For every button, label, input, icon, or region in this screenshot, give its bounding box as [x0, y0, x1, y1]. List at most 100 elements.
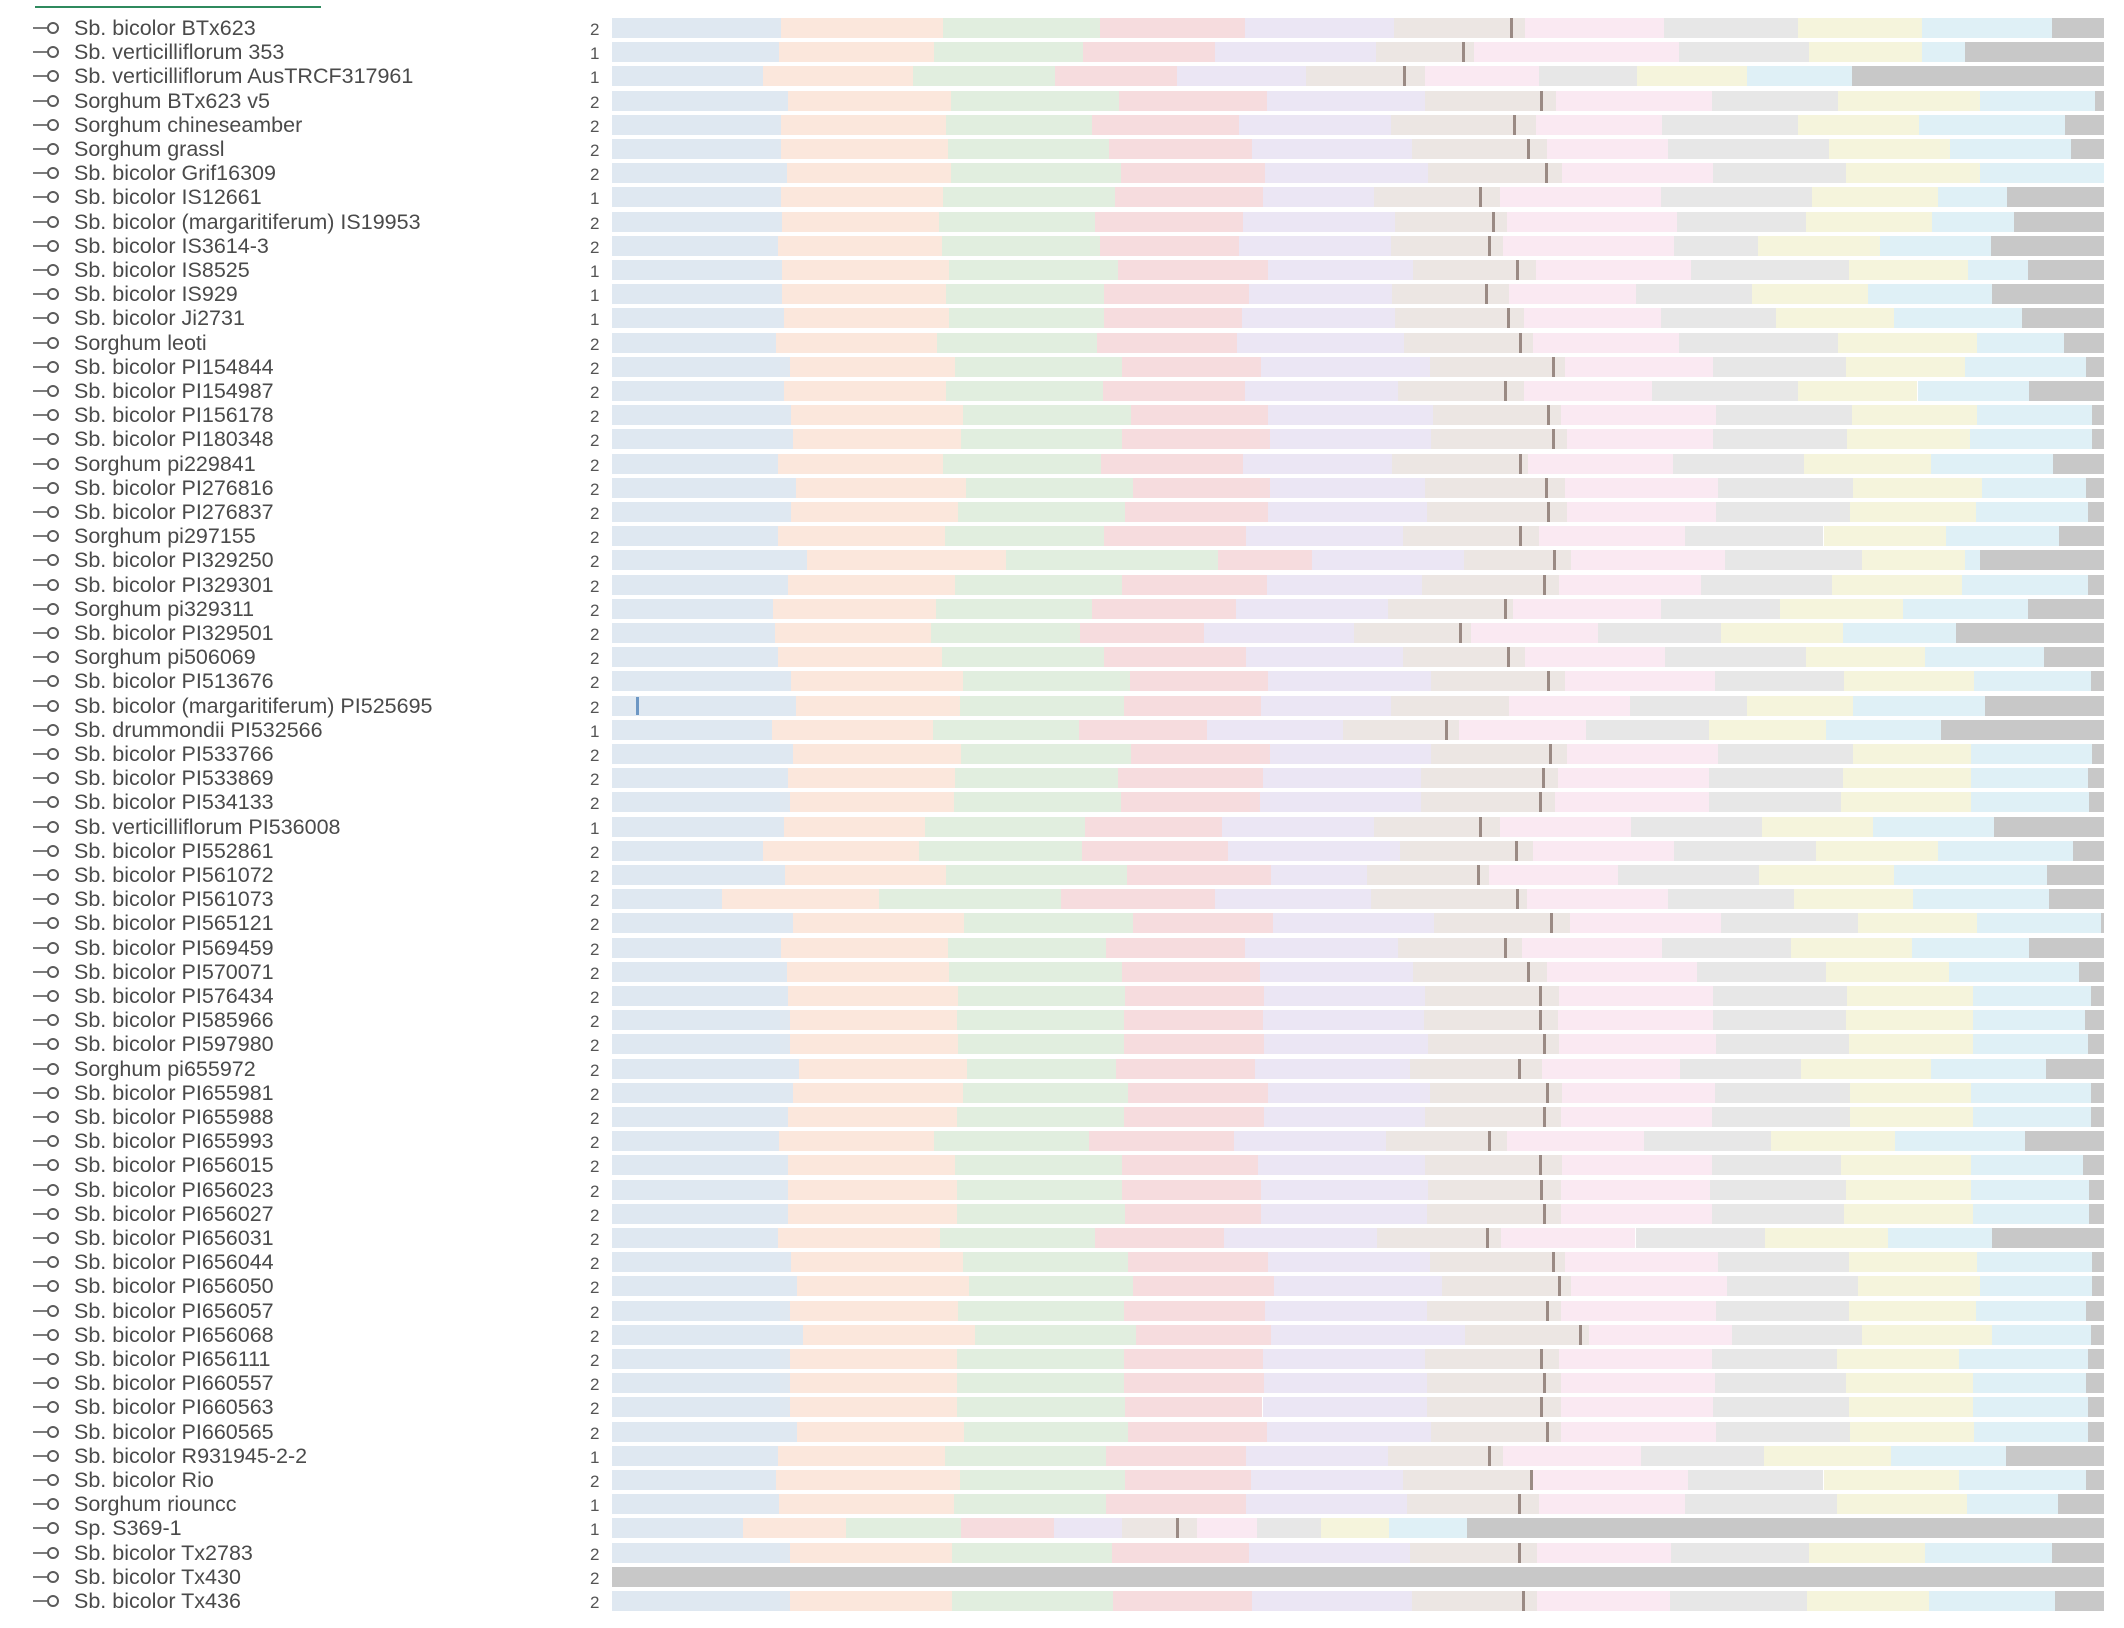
chromosome-segment[interactable] [1975, 502, 2088, 522]
chromosome-segment[interactable] [1845, 163, 1981, 184]
chromosome-segment[interactable] [1120, 163, 1266, 184]
accession-name[interactable]: Sb. bicolor PI565121 [74, 911, 274, 936]
accession-name[interactable]: Sorghum pi297155 [74, 524, 256, 549]
chromosome-segment[interactable] [2078, 961, 2104, 982]
chromosome-track[interactable] [612, 695, 2104, 716]
circle-node-icon[interactable] [47, 1401, 59, 1414]
circle-node-icon[interactable] [47, 1159, 59, 1172]
chromosome-segment[interactable] [612, 453, 778, 474]
chromosome-segment[interactable] [1402, 526, 1539, 547]
chromosome-segment[interactable] [777, 647, 942, 668]
chromosome-segment[interactable] [797, 1276, 969, 1297]
chromosome-segment[interactable] [1990, 235, 2104, 256]
chromosome-segment[interactable] [1798, 381, 1918, 401]
chromosome-segment[interactable] [1129, 671, 1269, 692]
circle-node-icon[interactable] [47, 1474, 59, 1486]
circle-node-icon[interactable] [47, 1135, 59, 1148]
chromosome-segment[interactable] [1255, 1058, 1411, 1079]
chromosome-track[interactable] [612, 550, 2104, 571]
chromosome-segment[interactable] [1851, 66, 2104, 87]
chromosome-segment[interactable] [935, 598, 1093, 619]
chromosome-segment[interactable] [1559, 986, 1714, 1006]
chromosome-segment[interactable] [1853, 744, 1972, 764]
chromosome-segment[interactable] [1123, 1349, 1263, 1369]
chromosome-segment[interactable] [612, 1324, 803, 1345]
chromosome-track[interactable] [612, 1373, 2104, 1394]
circle-node-icon[interactable] [47, 893, 59, 906]
chromosome-segment[interactable] [1426, 502, 1567, 522]
chromosome-segment[interactable] [1122, 574, 1267, 595]
chromosome-segment[interactable] [612, 792, 790, 813]
chromosome-segment[interactable] [1836, 1494, 1967, 1515]
chromosome-segment[interactable] [1811, 187, 1939, 208]
chromosome-segment[interactable] [612, 623, 775, 643]
chromosome-segment[interactable] [1560, 1107, 1712, 1127]
chromosome-segment[interactable] [2095, 90, 2104, 111]
circle-node-icon[interactable] [47, 796, 59, 809]
chromosome-segment[interactable] [792, 1082, 963, 1103]
chromosome-segment[interactable] [1264, 1107, 1426, 1127]
chromosome-track[interactable] [612, 865, 2104, 885]
chromosome-segment[interactable] [2086, 1373, 2104, 1394]
chromosome-segment[interactable] [1268, 502, 1427, 522]
chromosome-segment[interactable] [1845, 1010, 1973, 1031]
chromosome-segment[interactable] [2057, 1494, 2104, 1515]
circle-node-icon[interactable] [47, 264, 59, 276]
chromosome-segment[interactable] [1104, 647, 1247, 668]
chromosome-track[interactable] [612, 187, 2104, 208]
chromosome-segment[interactable] [2065, 114, 2104, 135]
accession-row[interactable]: Sb. bicolor PI565121 2 [0, 911, 2124, 935]
chromosome-segment[interactable] [1104, 308, 1242, 329]
circle-node-icon[interactable] [47, 699, 59, 712]
chromosome-segment[interactable] [1428, 1034, 1560, 1055]
chromosome-segment[interactable] [612, 598, 774, 619]
accession-name[interactable]: Sb. bicolor PI534133 [74, 790, 274, 815]
chromosome-track[interactable] [612, 937, 2104, 958]
chromosome-segment[interactable] [1801, 1058, 1931, 1079]
chromosome-segment[interactable] [1757, 235, 1881, 256]
accession-row[interactable]: Sb. bicolor PI655988 2 [0, 1105, 2124, 1129]
circle-node-icon[interactable] [47, 1546, 59, 1559]
chromosome-segment[interactable] [789, 1010, 957, 1031]
chromosome-segment[interactable] [1711, 90, 1839, 111]
chromosome-segment[interactable] [1992, 1324, 2091, 1345]
chromosome-segment[interactable] [783, 308, 950, 329]
chromosome-segment[interactable] [776, 1470, 960, 1490]
chromosome-segment[interactable] [1095, 1228, 1224, 1248]
chromosome-segment[interactable] [1993, 816, 2104, 837]
circle-node-icon[interactable] [47, 1183, 59, 1196]
circle-node-icon[interactable] [47, 481, 59, 494]
chromosome-segment[interactable] [1207, 719, 1344, 740]
chromosome-segment[interactable] [1128, 1421, 1267, 1442]
chromosome-segment[interactable] [1850, 1107, 1973, 1127]
circle-node-icon[interactable] [47, 1570, 59, 1583]
chromosome-segment[interactable] [943, 453, 1102, 474]
chromosome-segment[interactable] [1975, 1300, 2087, 1321]
chromosome-segment[interactable] [1268, 260, 1414, 280]
chromosome-segment[interactable] [944, 526, 1105, 547]
accession-row[interactable]: Sb. bicolor PI569459 2 [0, 936, 2124, 960]
chromosome-segment[interactable] [786, 163, 951, 184]
chromosome-segment[interactable] [1717, 744, 1854, 764]
chromosome-segment[interactable] [1751, 284, 1869, 305]
chromosome-segment[interactable] [788, 90, 951, 111]
chromosome-segment[interactable] [1235, 598, 1388, 619]
chromosome-segment[interactable] [1366, 865, 1490, 885]
chromosome-segment[interactable] [1237, 332, 1405, 353]
chromosome-segment[interactable] [1101, 453, 1244, 474]
circle-node-icon[interactable] [47, 336, 59, 349]
chromosome-segment[interactable] [1992, 284, 2104, 305]
chromosome-segment[interactable] [2087, 1349, 2104, 1369]
chromosome-segment[interactable] [946, 114, 1093, 135]
chromosome-segment[interactable] [1902, 598, 2028, 619]
chromosome-segment[interactable] [1971, 1155, 2084, 1176]
chromosome-segment[interactable] [1850, 1082, 1972, 1103]
chromosome-segment[interactable] [612, 18, 781, 38]
chromosome-segment[interactable] [1880, 235, 1991, 256]
chromosome-segment[interactable] [2089, 1179, 2104, 1200]
chromosome-segment[interactable] [1243, 453, 1393, 474]
accession-row[interactable]: Sb. bicolor BTx623 2 [0, 16, 2124, 40]
chromosome-track[interactable] [612, 1324, 2104, 1345]
chromosome-segment[interactable] [1390, 114, 1536, 135]
chromosome-segment[interactable] [2029, 381, 2104, 401]
